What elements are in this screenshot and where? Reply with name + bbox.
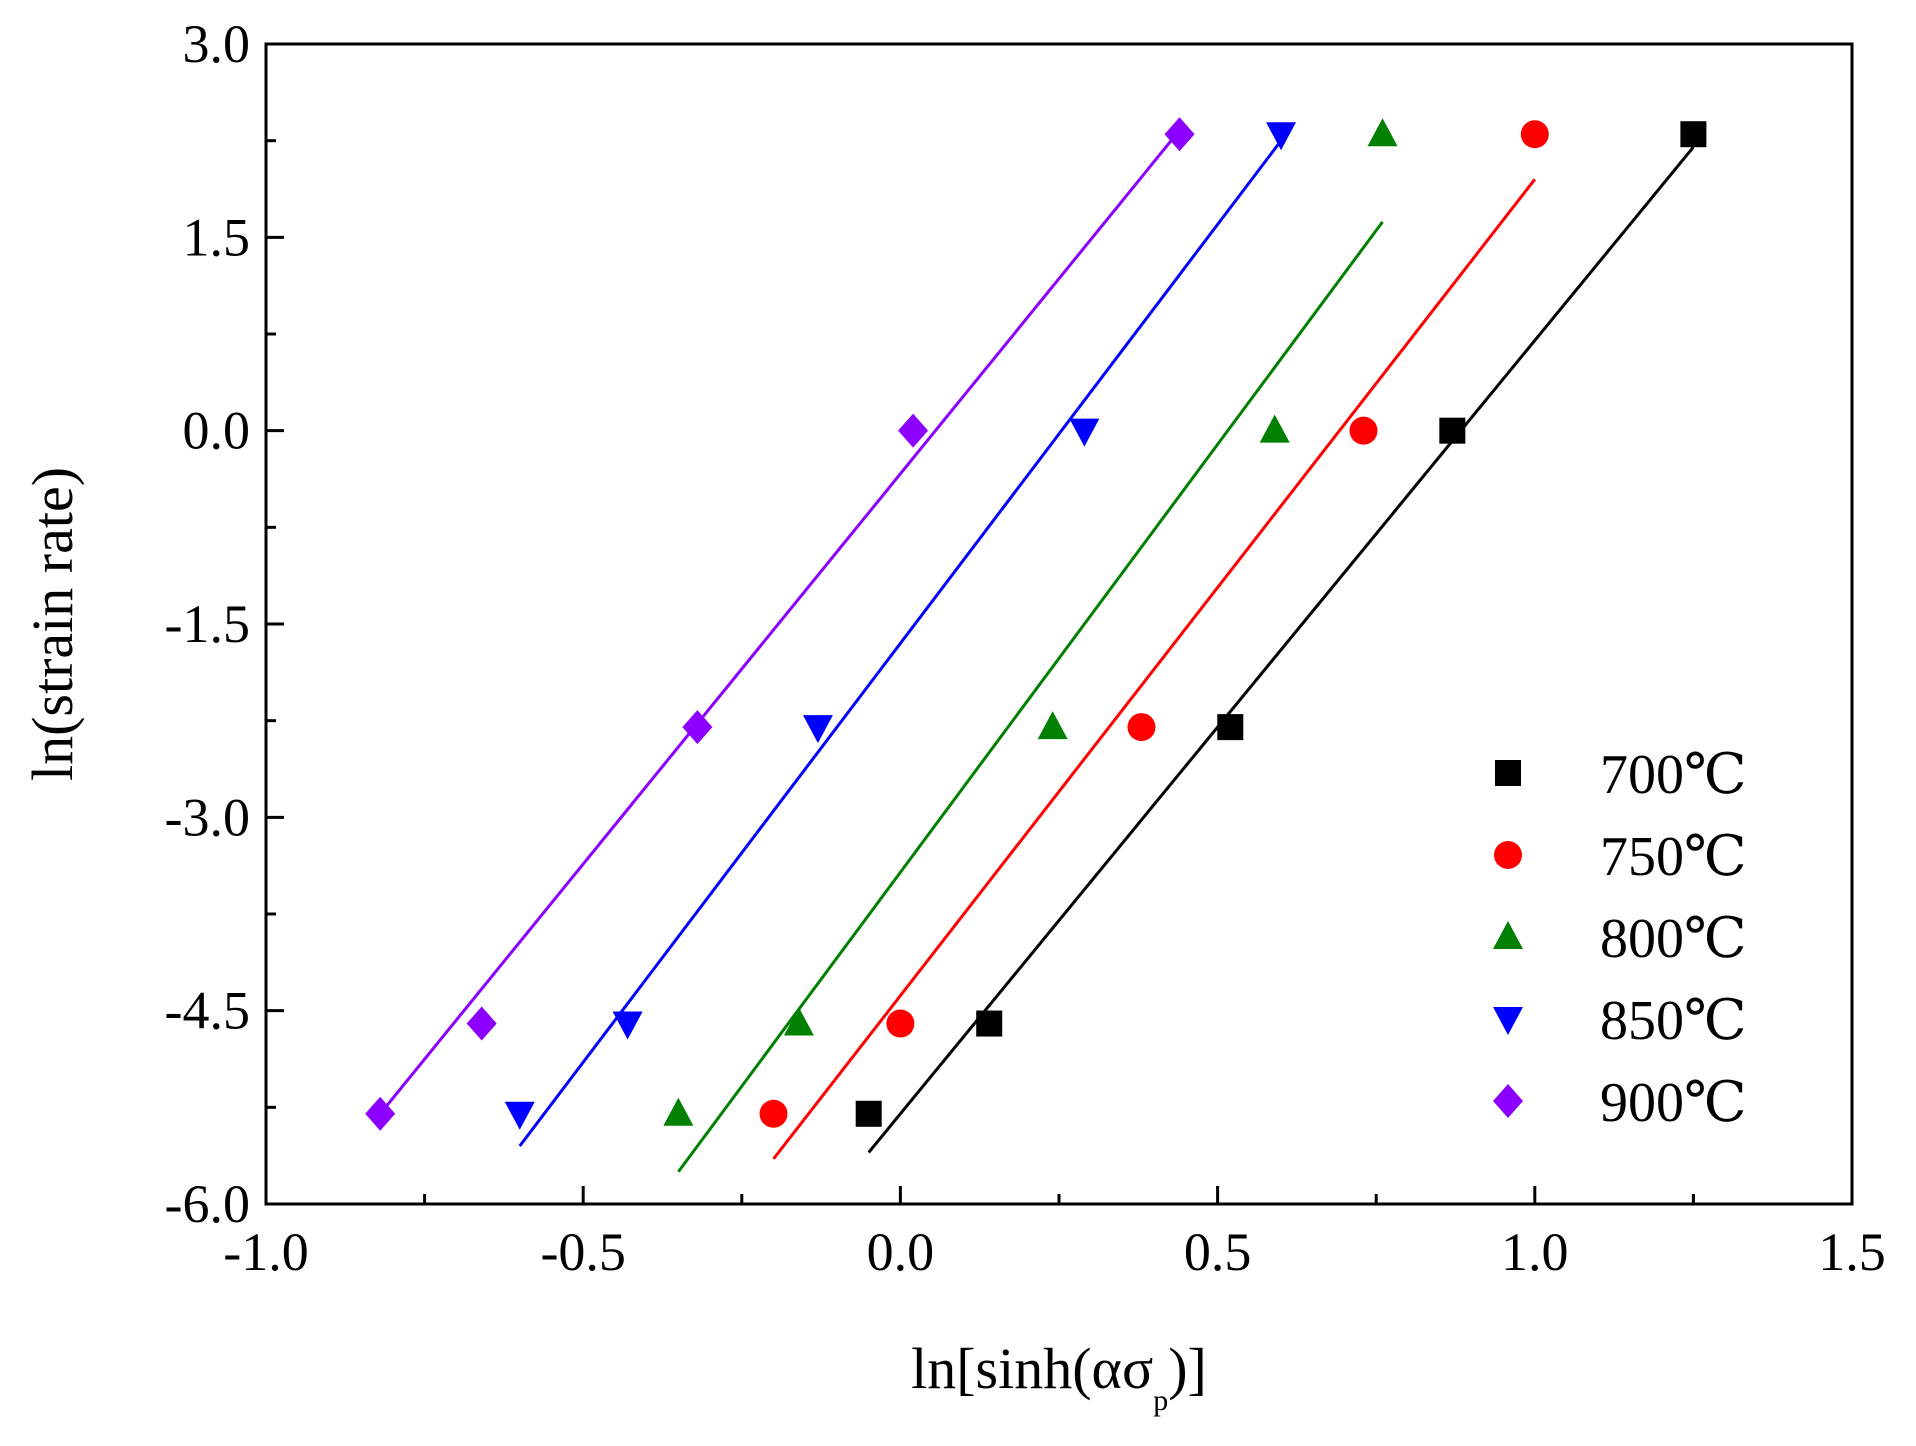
fit-line <box>677 220 1384 1173</box>
x-tick-label: 1.0 <box>1501 1222 1569 1282</box>
data-point <box>1520 120 1549 149</box>
data-point <box>759 1099 788 1128</box>
data-point <box>1266 122 1297 151</box>
data-point <box>1164 117 1195 152</box>
plot-frame <box>264 42 1854 1206</box>
y-tick-label: -3.0 <box>165 787 250 847</box>
fit-line <box>867 146 1695 1154</box>
legend-label: 850℃ <box>1600 990 1747 1052</box>
legend-marker <box>1495 760 1521 786</box>
x-axis-label-end: )] <box>1168 1336 1207 1401</box>
data-point <box>663 1097 694 1126</box>
y-tick-label: -1.5 <box>165 594 250 654</box>
x-tick-label: 1.5 <box>1818 1222 1886 1282</box>
legend-label: 700℃ <box>1600 744 1747 806</box>
tick-labels: -1.0 -0.5 0.0 0.5 1.0 1.5 -6.0 -4.5 -3.0 -1.5 0.0 1… <box>165 14 1886 1282</box>
data-point <box>1037 711 1068 740</box>
data-point <box>783 1007 814 1036</box>
data-point <box>1127 713 1156 742</box>
legend-marker <box>1493 1084 1523 1118</box>
data-point <box>886 1009 915 1038</box>
y-tick-label: 3.0 <box>183 14 251 74</box>
data-point <box>682 710 713 745</box>
data-point <box>802 715 833 744</box>
legend-marker <box>1493 921 1523 949</box>
fit-line <box>518 139 1283 1147</box>
fit-line <box>772 178 1536 1160</box>
legend-marker <box>1493 1007 1523 1035</box>
data-point <box>976 1010 1003 1037</box>
legend-label: 750℃ <box>1600 826 1747 888</box>
data-point <box>1680 121 1707 148</box>
y-tick-label: 0.0 <box>183 401 251 461</box>
y-tick-label: 1.5 <box>183 207 251 267</box>
data-point <box>466 1006 497 1041</box>
x-axis-label: ln[sinh(ασp)] <box>911 1336 1207 1417</box>
x-tick-label: -1.0 <box>223 1222 308 1282</box>
data-point <box>1439 417 1466 444</box>
data-point <box>1367 118 1398 147</box>
x-tick-label: -0.5 <box>540 1222 625 1282</box>
legend-marker <box>1494 841 1522 869</box>
x-tick-label: 0.0 <box>867 1222 935 1282</box>
fit-lines <box>379 129 1695 1173</box>
legend-label: 800℃ <box>1600 908 1747 970</box>
x-tick-label: 0.5 <box>1184 1222 1252 1282</box>
fit-line <box>379 129 1181 1115</box>
data-point <box>1217 714 1244 741</box>
data-point <box>1349 416 1378 445</box>
x-axis-label-subscript: p <box>1153 1384 1168 1417</box>
data-point <box>1069 418 1100 447</box>
data-point <box>1259 414 1290 443</box>
x-axis-label-main: ln[sinh(ασ <box>911 1336 1153 1401</box>
y-axis-label: ln(strain rate) <box>20 467 85 781</box>
data-point <box>365 1096 396 1131</box>
data-markers <box>365 117 1707 1131</box>
data-point <box>612 1011 643 1040</box>
data-point <box>855 1100 882 1127</box>
y-tick-label: -6.0 <box>165 1174 250 1234</box>
data-point <box>504 1101 535 1130</box>
legend-label: 900℃ <box>1600 1072 1747 1134</box>
data-point <box>898 413 929 448</box>
legend: 700℃ 750℃ 800℃ 850℃ 900℃ <box>1493 744 1747 1134</box>
y-tick-label: -4.5 <box>165 981 250 1041</box>
